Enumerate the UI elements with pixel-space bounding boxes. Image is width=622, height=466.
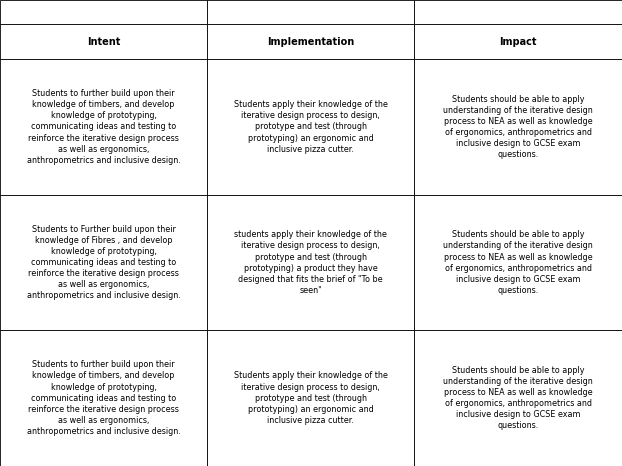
Bar: [414, 330, 622, 466]
Bar: [0, 59, 207, 195]
Bar: [207, 24, 414, 59]
Text: Intent: Intent: [87, 37, 120, 47]
Text: Students to further build upon their
knowledge of timbers, and develop
knowledge: Students to further build upon their kno…: [27, 360, 180, 436]
Text: Students to further build upon their
knowledge of timbers, and develop
knowledge: Students to further build upon their kno…: [27, 89, 180, 165]
Bar: [0, 330, 207, 466]
Text: Impact: Impact: [499, 37, 537, 47]
Text: Students should be able to apply
understanding of the iterative design
process t: Students should be able to apply underst…: [443, 95, 593, 159]
Bar: [414, 24, 622, 59]
Text: students apply their knowledge of the
iterative design process to design,
protot: students apply their knowledge of the it…: [234, 230, 387, 295]
Bar: [414, 59, 622, 195]
Text: Students should be able to apply
understanding of the iterative design
process t: Students should be able to apply underst…: [443, 366, 593, 431]
Bar: [0, 0, 207, 24]
Bar: [207, 195, 414, 330]
Text: Students should be able to apply
understanding of the iterative design
process t: Students should be able to apply underst…: [443, 230, 593, 295]
Bar: [207, 0, 414, 24]
Bar: [414, 0, 622, 24]
Bar: [207, 330, 414, 466]
Text: Students to Further build upon their
knowledge of Fibres , and develop
knowledge: Students to Further build upon their kno…: [27, 225, 180, 301]
Bar: [414, 195, 622, 330]
Text: Students apply their knowledge of the
iterative design process to design,
protot: Students apply their knowledge of the it…: [234, 371, 388, 425]
Text: Students apply their knowledge of the
iterative design process to design,
protot: Students apply their knowledge of the it…: [234, 100, 388, 154]
Bar: [207, 59, 414, 195]
Bar: [0, 24, 207, 59]
Text: Implementation: Implementation: [267, 37, 355, 47]
Bar: [0, 195, 207, 330]
